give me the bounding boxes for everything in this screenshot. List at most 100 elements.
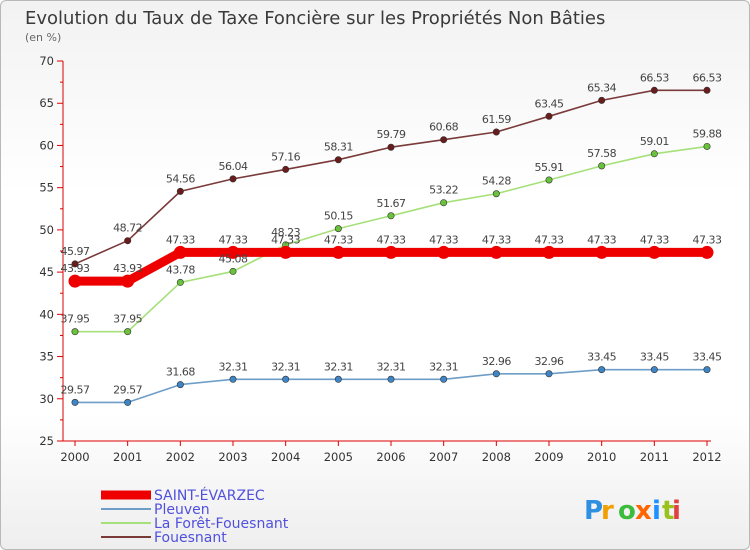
series-point-1 bbox=[545, 370, 553, 378]
series-point-2 bbox=[440, 199, 448, 207]
y-tick-label: 25 bbox=[39, 434, 54, 448]
data-label: 47.33 bbox=[693, 233, 722, 246]
data-label: 58.31 bbox=[324, 141, 353, 154]
series-point-0 bbox=[173, 245, 187, 259]
data-label: 66.53 bbox=[640, 71, 669, 84]
data-label: 47.33 bbox=[219, 233, 248, 246]
series-point-1 bbox=[387, 375, 395, 383]
data-label: 48.23 bbox=[271, 226, 300, 239]
series-point-0 bbox=[437, 245, 451, 259]
data-label: 47.33 bbox=[324, 233, 353, 246]
x-tick-label: 2008 bbox=[482, 450, 511, 464]
data-label: 32.96 bbox=[535, 355, 564, 368]
series-point-3 bbox=[440, 136, 448, 144]
data-label: 33.45 bbox=[693, 351, 722, 364]
data-label: 55.91 bbox=[535, 161, 564, 174]
x-tick-label: 2005 bbox=[324, 450, 353, 464]
data-label: 53.22 bbox=[429, 184, 458, 197]
logo-letter: t bbox=[662, 496, 674, 526]
series-point-0 bbox=[595, 245, 609, 259]
y-tick-label: 60 bbox=[39, 138, 54, 152]
series-point-0 bbox=[489, 245, 503, 259]
series-point-3 bbox=[334, 156, 342, 164]
series-point-2 bbox=[387, 212, 395, 220]
series-point-2 bbox=[650, 150, 658, 158]
data-label: 29.57 bbox=[61, 383, 90, 396]
series-point-0 bbox=[331, 245, 345, 259]
logo-letter: P bbox=[584, 496, 603, 526]
series-point-0 bbox=[121, 274, 135, 288]
data-label: 43.78 bbox=[166, 263, 195, 276]
x-tick-label: 2011 bbox=[640, 450, 669, 464]
data-label: 47.33 bbox=[587, 233, 616, 246]
series-point-3 bbox=[71, 260, 79, 268]
series-point-3 bbox=[282, 165, 290, 173]
series-point-3 bbox=[598, 96, 606, 104]
series-point-3 bbox=[124, 237, 132, 245]
data-label: 57.58 bbox=[587, 147, 616, 160]
data-label: 43.93 bbox=[61, 262, 90, 275]
data-label: 33.45 bbox=[640, 351, 669, 364]
series-point-1 bbox=[71, 398, 79, 406]
series-point-0 bbox=[542, 245, 556, 259]
y-tick-label: 40 bbox=[39, 307, 54, 321]
data-label: 37.95 bbox=[113, 313, 142, 326]
x-tick-label: 2010 bbox=[587, 450, 616, 464]
data-label: 32.31 bbox=[219, 360, 248, 373]
series-point-3 bbox=[387, 143, 395, 151]
data-label: 47.33 bbox=[271, 233, 300, 246]
series-point-1 bbox=[598, 366, 606, 374]
chart-title: Evolution du Taux de Taxe Foncière sur l… bbox=[25, 8, 605, 29]
x-tick-label: 2004 bbox=[271, 450, 300, 464]
data-label: 47.33 bbox=[535, 233, 564, 246]
series-point-1 bbox=[650, 366, 658, 374]
series-point-1 bbox=[176, 381, 184, 389]
legend-label-1: Pleuven bbox=[154, 502, 210, 518]
series-point-2 bbox=[124, 328, 132, 336]
data-label: 32.31 bbox=[429, 360, 458, 373]
data-label: 54.28 bbox=[482, 175, 511, 188]
y-tick-label: 65 bbox=[39, 96, 54, 110]
series-point-1 bbox=[229, 375, 237, 383]
proxiti-logo: Pr o x i ti bbox=[584, 496, 681, 526]
chart-subtitle: (en %) bbox=[25, 31, 61, 44]
series-point-0 bbox=[384, 245, 398, 259]
x-tick-label: 2000 bbox=[60, 450, 89, 464]
data-label: 47.33 bbox=[377, 233, 406, 246]
series-point-3 bbox=[703, 86, 711, 94]
data-label: 60.68 bbox=[429, 121, 458, 134]
series-point-1 bbox=[492, 370, 500, 378]
data-labels: 43.93 43.93 47.33 47.33 47.33 47.33 47.33 47.33… bbox=[61, 71, 723, 396]
series-point-1 bbox=[282, 375, 290, 383]
data-label: 45.08 bbox=[219, 252, 248, 265]
data-label: 32.31 bbox=[271, 360, 300, 373]
data-label: 63.45 bbox=[535, 97, 564, 110]
data-label: 45.97 bbox=[61, 245, 90, 258]
data-label: 59.88 bbox=[693, 127, 722, 140]
data-label: 47.33 bbox=[429, 233, 458, 246]
y-tick-label: 35 bbox=[39, 350, 54, 364]
series-point-2 bbox=[492, 190, 500, 198]
legend-label-3: Fouesnant bbox=[154, 530, 227, 546]
data-label: 33.45 bbox=[587, 351, 616, 364]
data-label: 37.95 bbox=[61, 313, 90, 326]
series-point-2 bbox=[598, 162, 606, 170]
logo-letter: i bbox=[652, 496, 661, 526]
data-label: 47.33 bbox=[166, 233, 195, 246]
series-point-1 bbox=[703, 366, 711, 374]
series-point-2 bbox=[334, 225, 342, 233]
data-label: 31.68 bbox=[166, 366, 195, 379]
data-label: 54.56 bbox=[166, 172, 195, 185]
data-label: 48.72 bbox=[113, 222, 142, 235]
data-label: 57.16 bbox=[271, 150, 300, 163]
x-tick-label: 2001 bbox=[113, 450, 142, 464]
data-label: 29.57 bbox=[113, 383, 142, 396]
series-point-2 bbox=[229, 267, 237, 275]
axes: 25 30 35 40 45 50 55 60 65 70 2000 2001 2002 2003 2004… bbox=[39, 54, 721, 464]
x-tick-label: 2006 bbox=[376, 450, 405, 464]
series-point-3 bbox=[650, 86, 658, 94]
series-point-1 bbox=[334, 375, 342, 383]
series-point-1 bbox=[440, 375, 448, 383]
